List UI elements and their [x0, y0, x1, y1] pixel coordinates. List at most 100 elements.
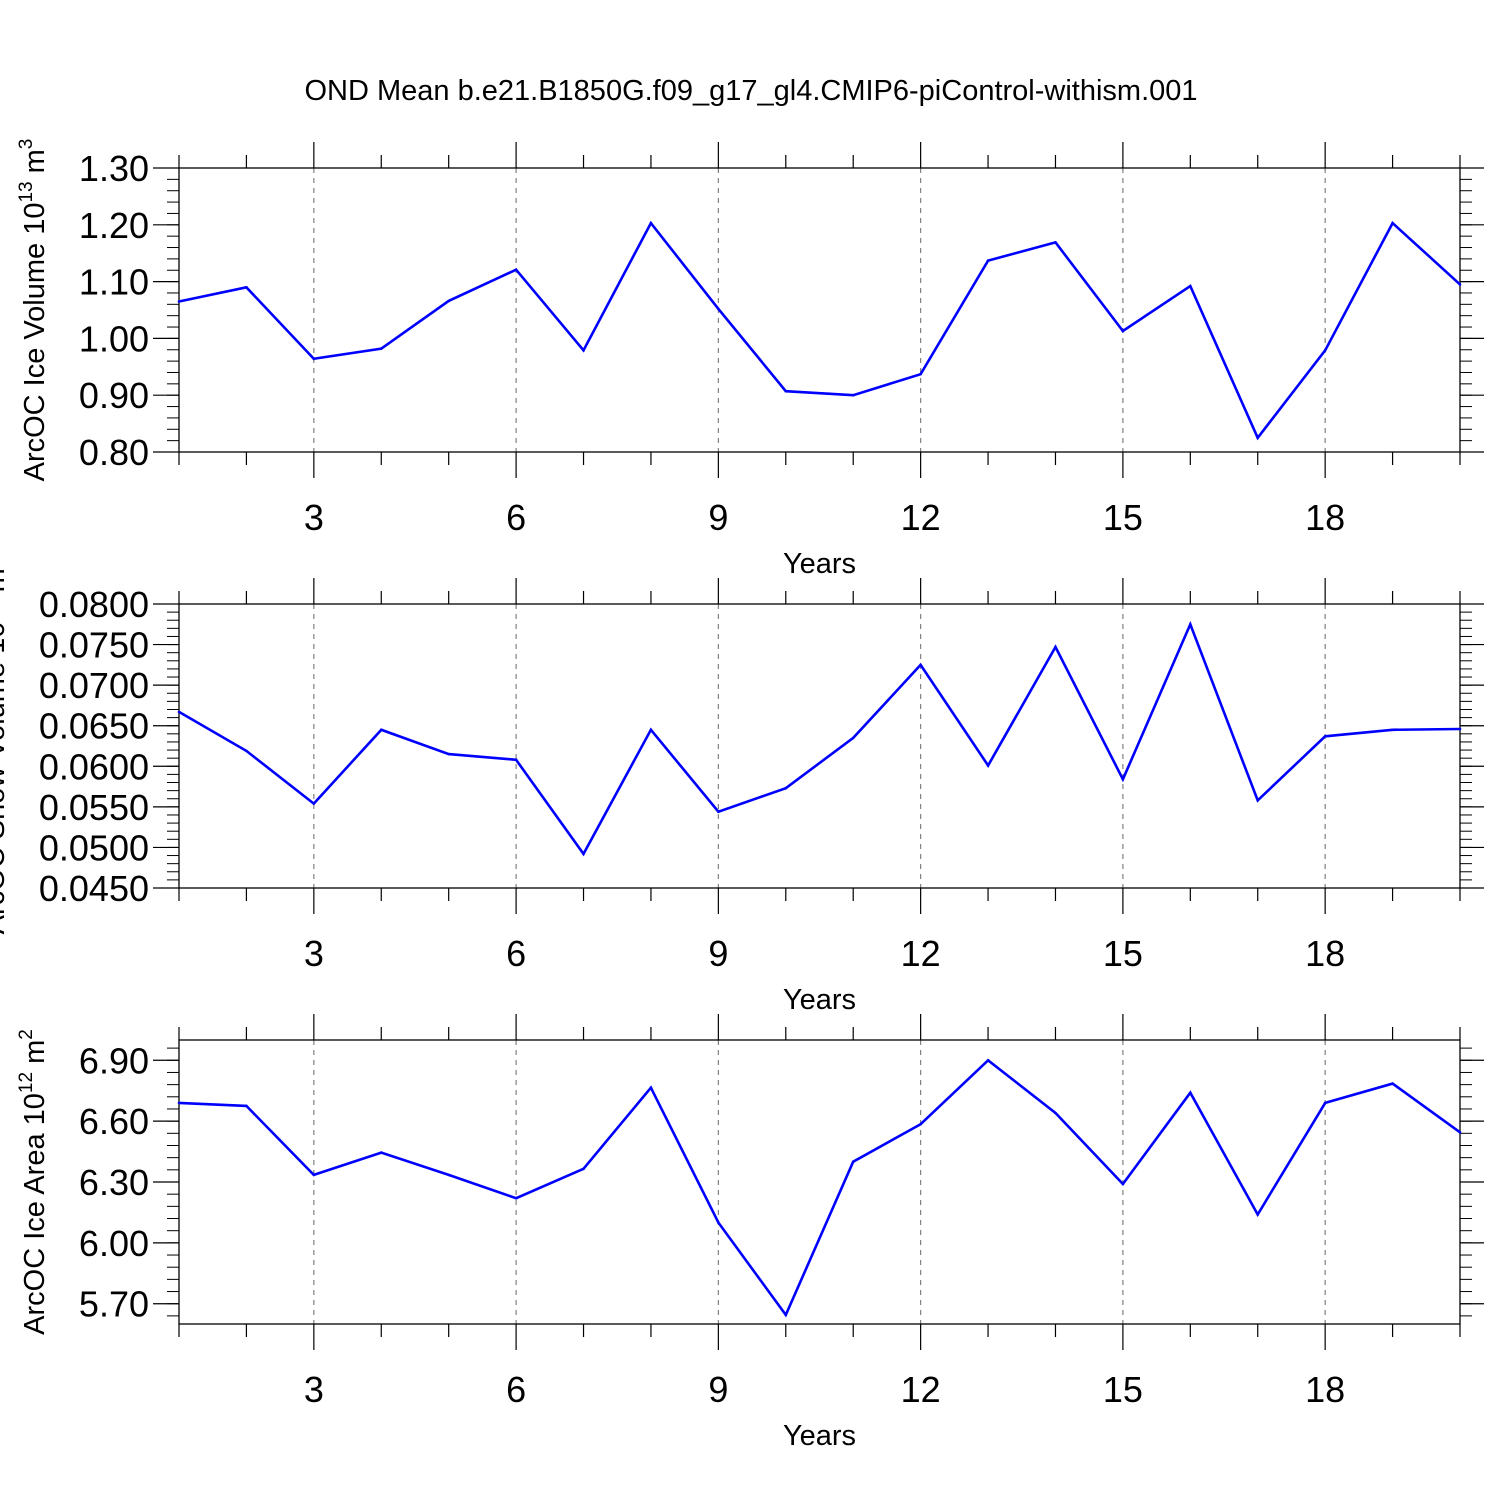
data-point	[582, 349, 585, 352]
data-point	[1256, 436, 1260, 440]
data-point	[1054, 1111, 1057, 1115]
data-point	[582, 1167, 585, 1171]
data-point	[649, 728, 653, 732]
x-tick-label: 6	[506, 497, 526, 538]
y-tick-label: 0.0700	[39, 665, 149, 706]
data-point	[1054, 241, 1057, 244]
x-tick-label: 6	[506, 1369, 526, 1410]
data-point	[919, 1122, 922, 1126]
y-axis-title-unit-exponent: 2	[16, 1029, 37, 1040]
data-point	[986, 259, 990, 262]
x-tick-label: 9	[708, 497, 728, 538]
x-tick-label: 12	[901, 1369, 941, 1410]
data-point	[177, 710, 181, 714]
y-axis-title-exponent: 13	[16, 181, 37, 202]
x-tick-label: 18	[1305, 497, 1345, 538]
y-axis-title-unit: m	[0, 568, 11, 600]
data-point	[1391, 728, 1394, 732]
data-point	[717, 1221, 720, 1224]
y-tick-label: 0.0650	[39, 706, 149, 747]
y-tick-label: 0.0450	[39, 868, 149, 909]
x-tick-label: 3	[304, 1369, 324, 1410]
data-point	[379, 1151, 383, 1154]
data-point	[312, 1173, 316, 1177]
y-tick-label: 0.0600	[39, 746, 149, 787]
data-point	[1054, 645, 1057, 649]
data-point	[717, 810, 720, 814]
chart-title: OND Mean b.e21.B1850G.f09_g17_gl4.CMIP6-…	[304, 75, 1197, 107]
y-tick-label: 6.30	[79, 1162, 149, 1203]
data-point	[1323, 349, 1327, 352]
data-point	[1458, 283, 1462, 286]
x-tick-label: 15	[1103, 1369, 1143, 1410]
y-tick-label: 6.00	[79, 1223, 149, 1264]
data-point	[1323, 734, 1327, 738]
data-point	[177, 1101, 181, 1105]
y-tick-label: 0.0550	[39, 787, 149, 828]
data-point	[851, 1160, 855, 1164]
data-point	[986, 764, 990, 767]
data-point	[919, 663, 922, 667]
x-tick-label: 15	[1103, 497, 1143, 538]
y-tick-label: 5.70	[79, 1284, 149, 1325]
y-axis-title-unit-exponent: 3	[16, 139, 37, 150]
y-axis-title-text: ArcOC Ice Volume 10	[19, 203, 51, 482]
plot-frame	[178, 1039, 1461, 1325]
data-point	[582, 852, 585, 856]
series-line	[178, 620, 1461, 857]
data-point	[447, 1173, 450, 1177]
y-axis-title-text: ArcOC Snow Volume 10	[0, 622, 11, 935]
data-point	[1391, 1082, 1394, 1085]
data-point	[1189, 622, 1192, 626]
data-point	[784, 389, 788, 393]
y-tick-label: 0.0800	[39, 584, 149, 625]
data-point	[851, 736, 855, 740]
data-point	[1458, 727, 1462, 731]
data-point	[1121, 329, 1125, 333]
data-point	[1189, 284, 1192, 288]
data-point	[649, 1086, 653, 1089]
x-axis-title: Years	[783, 984, 856, 1016]
data-point	[245, 285, 248, 289]
x-tick-label: 6	[506, 933, 526, 974]
data-point	[919, 372, 922, 376]
data-point	[177, 300, 181, 303]
series-line	[178, 220, 1461, 441]
x-tick-label: 3	[304, 933, 324, 974]
data-point	[312, 357, 316, 361]
x-tick-label: 15	[1103, 933, 1143, 974]
panel-3: 5.70 6.00 6.30 6.60 6.90 3 6 9 12 15 18 Years ArcOC …	[16, 1014, 1484, 1452]
y-tick-label: 6.90	[79, 1040, 149, 1081]
y-tick-label: 0.0750	[39, 625, 149, 666]
data-point	[1121, 1182, 1125, 1186]
data-point	[514, 758, 518, 762]
x-tick-label: 18	[1305, 1369, 1345, 1410]
data-point	[1323, 1101, 1327, 1105]
data-point	[986, 1058, 990, 1062]
data-point	[447, 299, 450, 303]
x-axis-title: Years	[783, 548, 856, 580]
y-axis-title-unit: m	[19, 1040, 51, 1072]
data-point	[379, 347, 383, 350]
y-axis-title: ArcOC Snow Volume 1013 m3	[0, 558, 11, 935]
y-tick-label: 1.10	[79, 262, 149, 303]
data-point	[784, 786, 788, 790]
data-point	[851, 393, 855, 397]
data-point	[784, 1313, 788, 1317]
data-point	[1256, 1213, 1260, 1216]
data-point	[649, 221, 653, 225]
y-axis-title: ArcOC Ice Area 1012 m2	[16, 1029, 51, 1335]
y-axis-title-exponent: 12	[16, 1072, 37, 1093]
y-tick-label: 0.90	[79, 375, 149, 416]
x-tick-label: 18	[1305, 933, 1345, 974]
y-tick-label: 1.20	[79, 205, 149, 246]
data-point	[1189, 1091, 1192, 1095]
y-axis-title-unit: m	[19, 149, 51, 181]
data-point	[379, 728, 383, 732]
data-point	[312, 802, 316, 805]
data-point	[1458, 1131, 1462, 1134]
panel-2: 0.04500.05000.05500.06000.06500.07000.07…	[0, 558, 1484, 1016]
y-tick-label: 6.60	[79, 1101, 149, 1142]
